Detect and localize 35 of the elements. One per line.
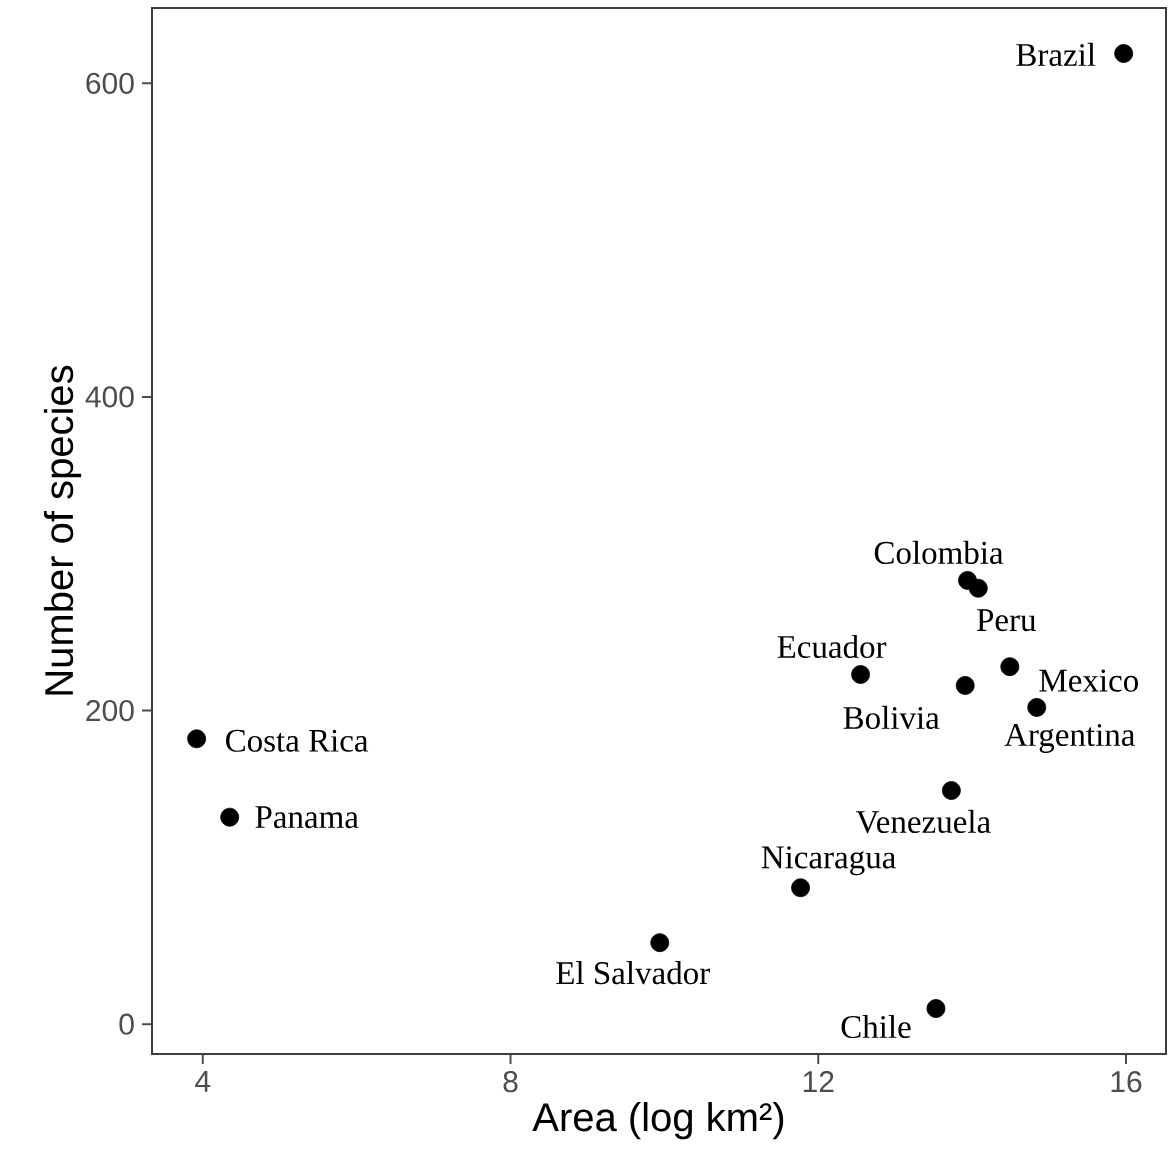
y-tick-label: 600 [86, 72, 134, 94]
point [1114, 44, 1134, 63]
point [187, 729, 207, 749]
y-tick-label: 200 [86, 699, 134, 722]
point [955, 676, 975, 695]
point [926, 999, 946, 1018]
annotation: Panama [255, 806, 359, 829]
annotation: Nicaragua [761, 846, 896, 876]
y-tick-label: 0 [119, 1013, 134, 1035]
annotation: Mexico [1039, 669, 1138, 692]
annotation: Venezuela [855, 809, 991, 834]
point [650, 933, 670, 953]
x-axis-title: Area (log km²) [532, 1102, 784, 1140]
y-tick-label: 400 [85, 386, 134, 408]
point [851, 665, 870, 684]
x-tick-label: 16 [1111, 1071, 1142, 1093]
point [941, 781, 961, 800]
annotation: Costa Rica [226, 729, 369, 752]
annotation: El Salvador [556, 961, 710, 985]
x-tick-label: 12 [803, 1071, 834, 1093]
point [1027, 698, 1047, 717]
y-axis-title: Number of species [43, 365, 82, 695]
annotation: Ecuador [777, 634, 887, 659]
annotation: Argentina [1004, 723, 1136, 753]
annotation: Colombia [874, 540, 1004, 564]
x-tick-label: 8 [503, 1071, 518, 1093]
annotation: Bolivia [843, 705, 940, 730]
annotation: Brazil [1016, 42, 1096, 67]
point [791, 878, 810, 898]
annotation: Chile [841, 1014, 911, 1039]
x-tick-label: 4 [195, 1071, 211, 1092]
annotation: Peru [976, 609, 1036, 632]
point [968, 578, 988, 598]
point [220, 807, 240, 827]
point [1000, 657, 1020, 677]
